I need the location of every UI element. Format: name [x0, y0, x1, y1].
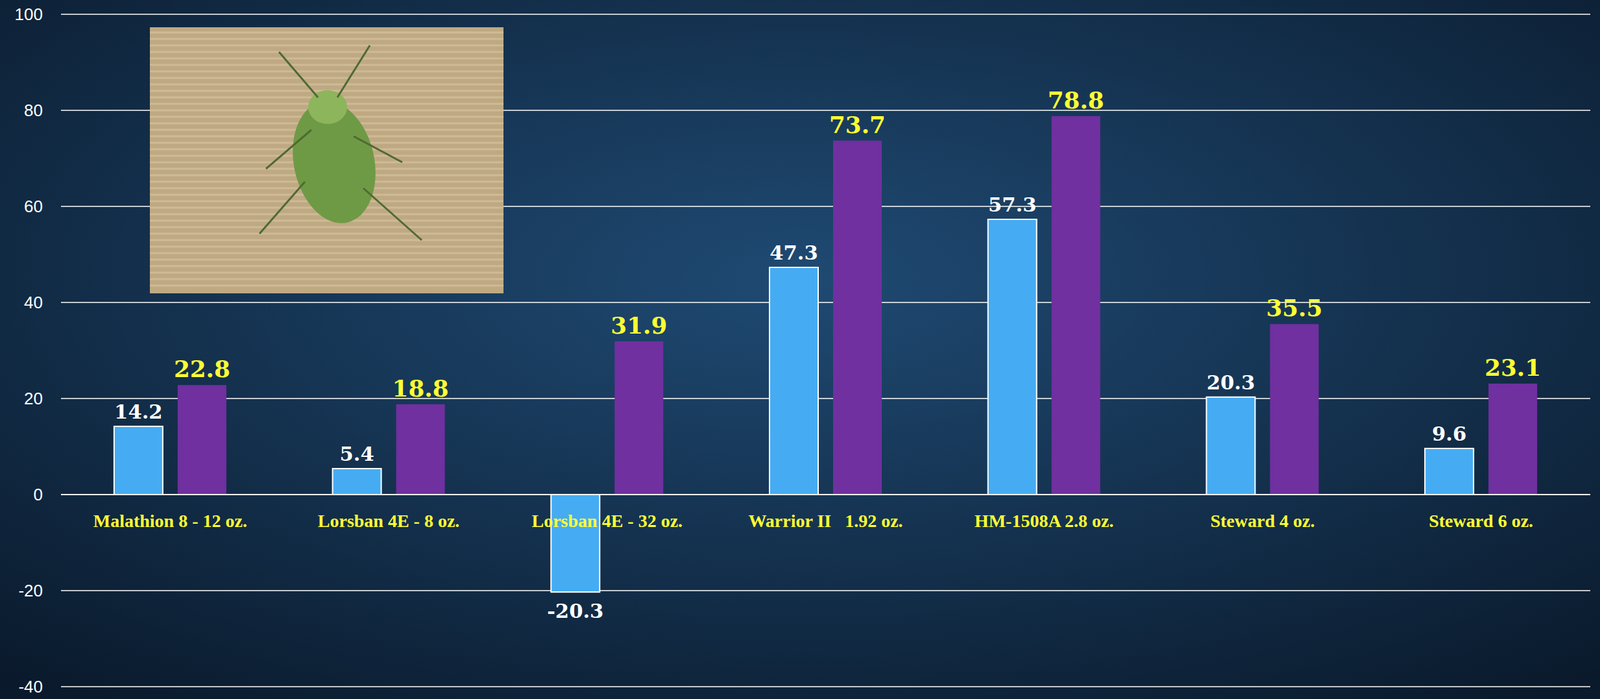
tick-label: 60 — [24, 196, 43, 217]
bar — [1269, 323, 1319, 495]
tick-label: 40 — [24, 292, 43, 313]
data-label: 23.1 — [1484, 353, 1541, 381]
data-label: 5.4 — [339, 441, 374, 466]
bars — [114, 116, 1538, 592]
bar — [177, 384, 227, 495]
tick-label: 80 — [24, 100, 43, 121]
category-label: Warrior II 1.92 oz. — [748, 510, 903, 531]
grid-line — [60, 397, 1591, 400]
data-label: 47.3 — [769, 240, 819, 265]
bar — [114, 426, 163, 495]
data-label: 57.3 — [988, 192, 1037, 217]
data-labels: 14.2 5.4 -20.3 47.3 57.3 20.3 9.6 22.8 18.8 31.9 7… — [114, 86, 1541, 623]
category-label: Steward 4 oz. — [1210, 510, 1315, 531]
tick-label: -20 — [18, 580, 43, 601]
bar — [1488, 383, 1538, 495]
data-label: -20.3 — [546, 598, 604, 623]
tick-label: 20 — [24, 388, 43, 409]
category-label: Lorsban 4E - 8 oz. — [317, 510, 461, 531]
data-label: 18.8 — [392, 374, 449, 402]
photo — [149, 27, 504, 294]
bar — [769, 267, 819, 495]
axis-line — [60, 493, 1591, 496]
grid-line — [60, 301, 1591, 304]
data-label: 14.2 — [114, 399, 163, 424]
category-label: Lorsban 4E - 32 oz. — [531, 510, 683, 531]
data-label: 73.7 — [829, 110, 886, 139]
grid-line — [60, 13, 1591, 15]
tick-label: 100 — [14, 4, 43, 25]
data-label: 9.6 — [1431, 421, 1467, 446]
category-label: Malathion 8 - 12 oz. — [93, 510, 248, 531]
bar — [1206, 397, 1255, 495]
category-label: HM-1508A 2.8 oz. — [974, 510, 1115, 531]
bar — [396, 404, 446, 495]
bar — [833, 140, 882, 495]
background — [0, 0, 1600, 699]
bar — [1051, 116, 1101, 495]
tick-label: -40 — [18, 676, 43, 697]
data-label: 20.3 — [1206, 370, 1256, 394]
data-label: 78.8 — [1047, 86, 1105, 114]
bar — [614, 341, 664, 495]
grid-line — [60, 493, 1591, 496]
bar — [332, 468, 382, 495]
chart: -40 -20 0 20 40 60 80 100 14.2 5.4 -20.3 47.3 57.3 20… — [0, 0, 1600, 699]
grid-line — [60, 109, 1591, 111]
data-label: 35.5 — [1265, 293, 1323, 322]
bar — [1424, 448, 1474, 495]
data-label: 31.9 — [610, 311, 667, 339]
bar — [550, 494, 600, 592]
data-label: 22.8 — [173, 354, 231, 383]
tick-label: 0 — [33, 484, 43, 505]
grid-line — [60, 589, 1591, 592]
bar — [988, 219, 1037, 495]
grid-line — [60, 685, 1591, 688]
category-label: Steward 6 oz. — [1428, 510, 1534, 531]
grid — [60, 14, 1591, 687]
